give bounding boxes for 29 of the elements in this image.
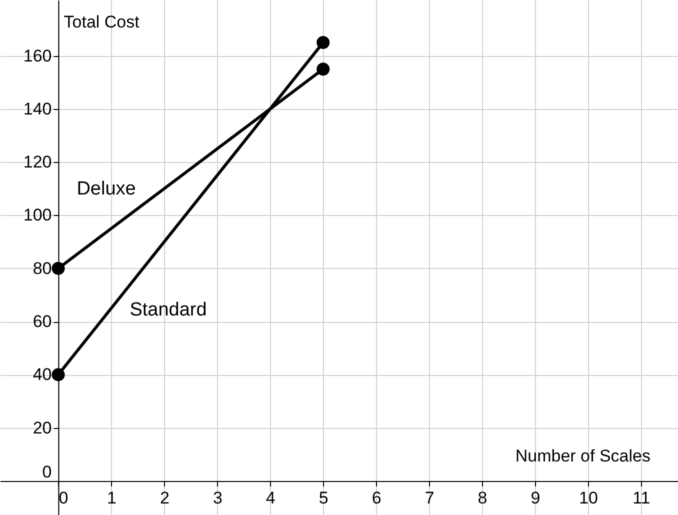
y-tick-label: 120	[23, 152, 52, 172]
point	[52, 368, 65, 382]
x-tick-label: 2	[160, 488, 170, 508]
y-tick-label: 160	[23, 46, 52, 66]
point	[316, 62, 330, 76]
point	[316, 36, 330, 50]
y-tick-label: 40	[32, 365, 52, 384]
y-tick-label: 20	[32, 418, 52, 438]
x-tick-label: 0	[58, 488, 68, 508]
x-tick-label: 9	[530, 488, 540, 508]
y-tick-label: 100	[23, 206, 52, 225]
x-tick-label: 8	[478, 488, 488, 508]
series-label: Standard	[130, 300, 207, 321]
y-tick-label: 80	[32, 258, 52, 278]
x-axis-title: Number of Scales	[515, 446, 650, 466]
x-tick-label: 5	[318, 488, 328, 508]
x-tick-label: 4	[266, 488, 276, 508]
y-tick-label: 0	[42, 462, 52, 482]
x-tick-label: 1	[107, 488, 116, 508]
x-tick-label: 6	[372, 488, 382, 508]
series-label: Deluxe	[76, 178, 136, 200]
x-tick-label: 10	[578, 488, 598, 508]
x-tick-label: 3	[212, 488, 222, 508]
x-tick-label: 11	[632, 488, 650, 508]
y-axis-title: Total Cost	[64, 12, 140, 32]
y-tick-label: 60	[32, 312, 52, 332]
point	[52, 262, 65, 275]
y-tick-label: 140	[23, 99, 52, 118]
x-tick-label: 7	[424, 488, 434, 508]
